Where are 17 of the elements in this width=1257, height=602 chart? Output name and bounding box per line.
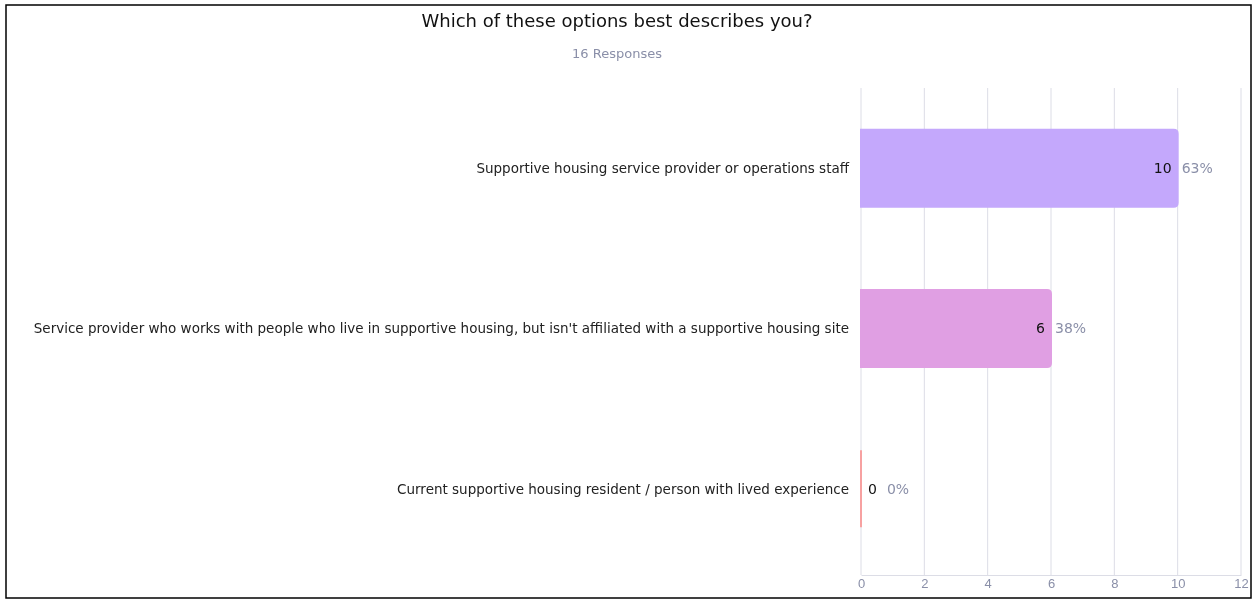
x-tick-label: 12 (1234, 576, 1249, 592)
x-tick-label: 0 (857, 576, 866, 592)
bar (860, 128, 1179, 208)
data-label: 6 38% (1036, 320, 1087, 337)
text: 16 Responses (572, 46, 663, 61)
text: Which of these options best describes you? (421, 10, 813, 31)
x-tick-label: 6 (1047, 576, 1056, 592)
x-tick-label: 2 (921, 576, 929, 592)
y-tick-label: Service provider who works with people who live in supportive housing, but isn't affiliated with a supportive housing site (33, 320, 849, 337)
y-tick-label: Supportive housing service provider or operations staff (476, 159, 850, 176)
x-tick-label: 8 (1111, 576, 1119, 592)
x-tick-label: 10 (1170, 576, 1186, 592)
x-tick-label: 4 (984, 576, 992, 592)
bar (860, 289, 1052, 368)
data-label: 0 0% (868, 480, 910, 497)
y-tick-label: Current supportive housing resident / person with lived experience (397, 480, 849, 497)
data-label: 10 63% (1153, 160, 1213, 177)
